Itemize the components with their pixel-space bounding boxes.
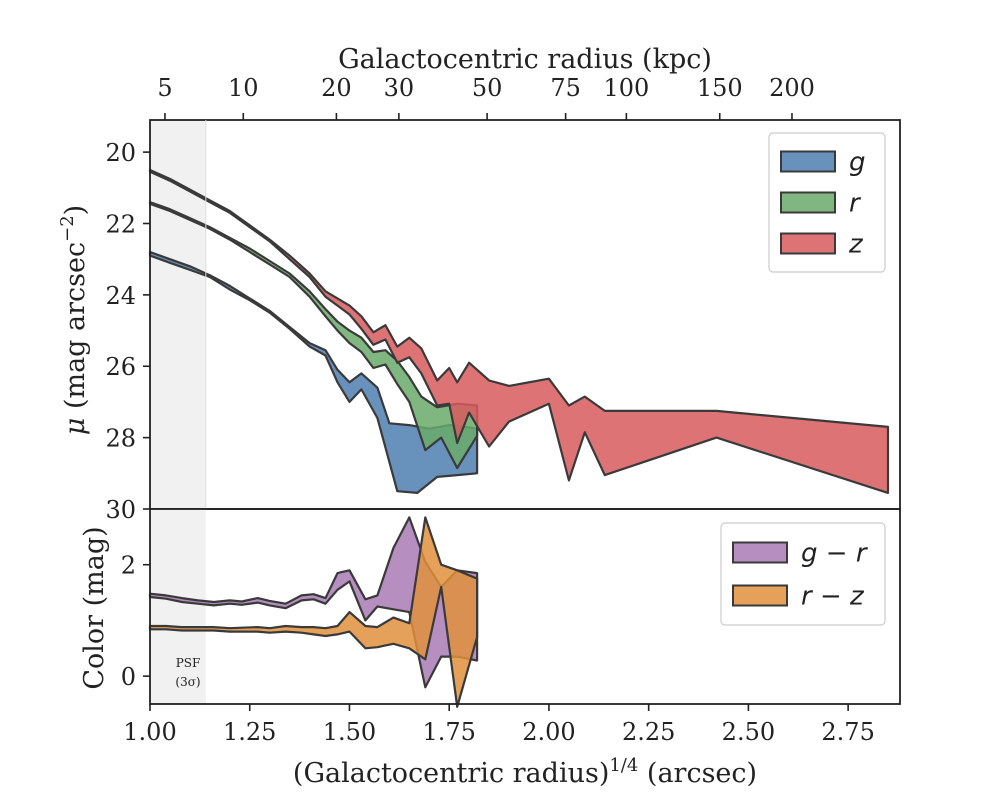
legend-label: r — [849, 189, 862, 219]
top-axis-label: Galactocentric radius (kpc) — [338, 44, 712, 75]
color-panel: 02 1.00 1.25 1.50 1.75 2.00 2.25 2.50 2.75 PSF … — [79, 508, 901, 789]
y-axis-label-bottom: Color (mag) — [79, 526, 110, 689]
top-tick-label: 10 — [228, 74, 259, 102]
surface-brightness-series — [148, 168, 890, 494]
x-tick-label: 2.75 — [821, 718, 874, 746]
y-tick-label: 22 — [105, 210, 136, 238]
g-minus-r-series — [148, 516, 479, 689]
top-tick-label: 150 — [697, 74, 743, 102]
y-axis-label-top: μ (mag arcsec−2) — [57, 205, 91, 435]
y-tick-label: 0 — [121, 663, 136, 691]
psf-shaded-region-bottom — [150, 509, 206, 704]
top-tick-label: 20 — [321, 74, 352, 102]
y-tick-label: 2 — [121, 552, 136, 580]
color-series — [148, 516, 479, 708]
x-tick-label: 2.50 — [722, 718, 775, 746]
legend-label: g − r — [801, 539, 869, 569]
bottom-y-ticks: 02 — [121, 552, 150, 691]
legend-swatch — [780, 150, 836, 173]
x-axis-label: (Galactocentric radius)1/4 (arcsec) — [293, 755, 757, 789]
legend-label: g — [849, 148, 866, 178]
r-minus-z-series — [148, 516, 479, 708]
top-y-ticks: 20 22 24 26 28 30 — [105, 139, 150, 524]
top-tick-label: 75 — [550, 74, 581, 102]
r-band-series — [148, 201, 479, 470]
surface-brightness-panel: 20 22 24 26 28 30 5 10 20 30 50 75 100 150 200 Galact… — [57, 44, 901, 524]
bottom-panel-frame — [149, 508, 901, 705]
legend-swatch — [732, 584, 788, 607]
legend-swatch — [732, 541, 788, 564]
y-tick-label: 30 — [105, 496, 136, 524]
x-tick-label: 1.25 — [223, 718, 276, 746]
psf-annotation-line1: PSF — [176, 656, 201, 670]
legend-label: r − z — [801, 582, 865, 612]
x-tick-label: 1.50 — [323, 718, 376, 746]
y-tick-label: 24 — [105, 282, 136, 310]
x-tick-label: 2.00 — [522, 718, 575, 746]
bottom-legend: g − r r − z — [720, 522, 886, 626]
y-tick-label: 28 — [105, 425, 136, 453]
top-tick-label: 5 — [157, 74, 172, 102]
z-band-series — [148, 168, 890, 494]
psf-annotation-line2: (3σ) — [175, 675, 200, 689]
x-tick-label: 1.00 — [123, 718, 176, 746]
x-tick-label: 1.75 — [422, 718, 475, 746]
bottom-x-ticks: 1.00 1.25 1.50 1.75 2.00 2.25 2.50 2.75 — [123, 704, 875, 746]
psf-shaded-region — [150, 120, 206, 509]
legend-swatch — [780, 232, 836, 255]
g-band-series — [148, 250, 479, 494]
top-legend: grz — [768, 132, 886, 273]
top-tick-label: 50 — [472, 74, 503, 102]
top-tick-label: 200 — [769, 74, 815, 102]
legend-swatch — [780, 191, 836, 214]
x-tick-label: 2.25 — [622, 718, 675, 746]
y-tick-label: 20 — [105, 139, 136, 167]
top-x-ticks-kpc: 5 10 20 30 50 75 100 150 200 — [157, 74, 815, 120]
top-tick-label: 30 — [384, 74, 415, 102]
top-tick-label: 100 — [603, 74, 649, 102]
legend-label: z — [848, 230, 864, 260]
y-tick-label: 26 — [105, 353, 136, 381]
